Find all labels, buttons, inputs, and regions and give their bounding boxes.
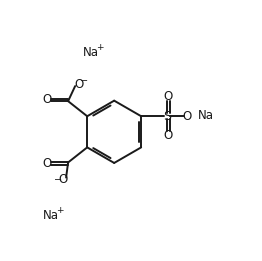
Text: +: + [56,206,64,215]
Text: O: O [164,90,173,103]
Text: O: O [42,157,51,170]
Text: O: O [183,110,192,123]
Text: −: − [80,76,89,86]
Text: +: + [96,43,103,52]
Text: −: − [54,175,63,185]
Text: O: O [164,129,173,142]
Text: O: O [42,93,51,106]
Text: Na: Na [83,46,99,59]
Text: S: S [163,110,171,123]
Text: O: O [58,174,68,186]
Text: Na: Na [43,209,59,222]
Text: O: O [74,78,83,91]
Text: Na: Na [198,109,214,122]
